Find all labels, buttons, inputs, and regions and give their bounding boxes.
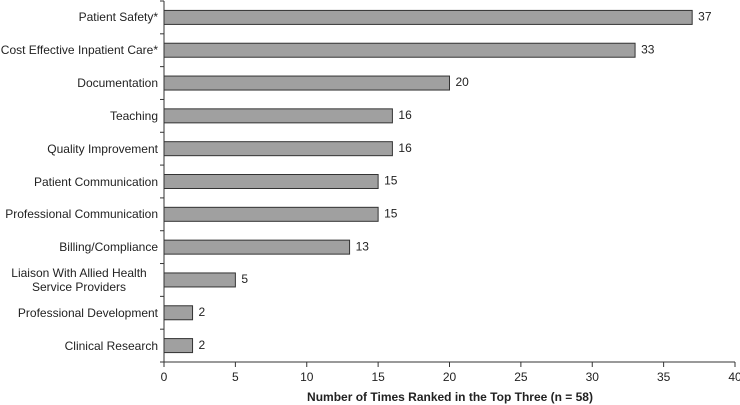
y-tick-label-box: Clinical Research <box>0 339 158 353</box>
y-tick-label: Documentation <box>77 76 158 91</box>
value-label: 5 <box>241 272 248 286</box>
y-tick-label: Professional Communication <box>5 207 158 222</box>
y-tick-label-box: Cost Effective Inpatient Care* <box>0 43 158 57</box>
y-tick-label: Professional Development <box>17 305 158 320</box>
value-label: 2 <box>199 305 206 319</box>
x-tick-label: 20 <box>443 370 457 384</box>
y-tick-label-box: Documentation <box>0 76 158 90</box>
bar <box>163 75 450 91</box>
y-tick-label-box: Patient Safety* <box>0 10 158 24</box>
y-tick-label-box: Professional Communication <box>0 207 158 221</box>
y-tick-label: Clinical Research <box>64 338 158 353</box>
x-tick-label: 40 <box>728 370 740 384</box>
value-label: 15 <box>384 206 398 220</box>
y-tick-label: Billing/Compliance <box>59 240 158 255</box>
x-tick-label: 0 <box>161 370 168 384</box>
x-axis-title: Number of Times Ranked in the Top Three … <box>307 390 593 404</box>
y-tick-label-box: Billing/Compliance <box>0 240 158 254</box>
value-label: 13 <box>356 239 370 253</box>
value-label: 37 <box>698 10 712 24</box>
x-tick-label: 25 <box>514 370 528 384</box>
y-tick-label-box: Liaison With Allied Health Service Provi… <box>0 266 158 294</box>
x-tick-label: 15 <box>371 370 385 384</box>
value-label: 16 <box>398 141 412 155</box>
value-label: 20 <box>456 75 470 89</box>
y-tick-label: Patient Safety* <box>78 10 158 25</box>
bar <box>163 141 393 157</box>
x-tick-label: 10 <box>300 370 314 384</box>
y-tick-label-box: Teaching <box>0 109 158 123</box>
x-tick-label: 5 <box>232 370 239 384</box>
y-tick-label-box: Patient Communication <box>0 175 158 189</box>
value-label: 15 <box>384 174 398 188</box>
y-tick-label: Patient Communication <box>33 174 158 189</box>
bar <box>163 42 636 58</box>
bar <box>163 239 351 255</box>
bar <box>163 174 379 189</box>
y-tick-label: Quality Improvement <box>47 141 158 156</box>
bar <box>163 9 693 25</box>
value-label: 2 <box>199 338 206 352</box>
y-tick-label-box: Professional Development <box>0 306 158 320</box>
x-tick-label: 35 <box>657 370 671 384</box>
y-tick-label: Cost Effective Inpatient Care* <box>0 43 158 58</box>
bar <box>163 206 379 222</box>
value-label: 33 <box>641 42 655 56</box>
x-tick-label: 30 <box>586 370 600 384</box>
bar <box>163 338 194 354</box>
y-tick-label-box: Quality Improvement <box>0 142 158 156</box>
value-label: 16 <box>398 108 412 122</box>
y-tick-label: Teaching <box>109 108 158 123</box>
bar <box>163 108 393 124</box>
bar <box>163 305 194 321</box>
y-tick-label: Liaison With Allied Health Service Provi… <box>11 265 147 294</box>
bar <box>163 272 236 288</box>
